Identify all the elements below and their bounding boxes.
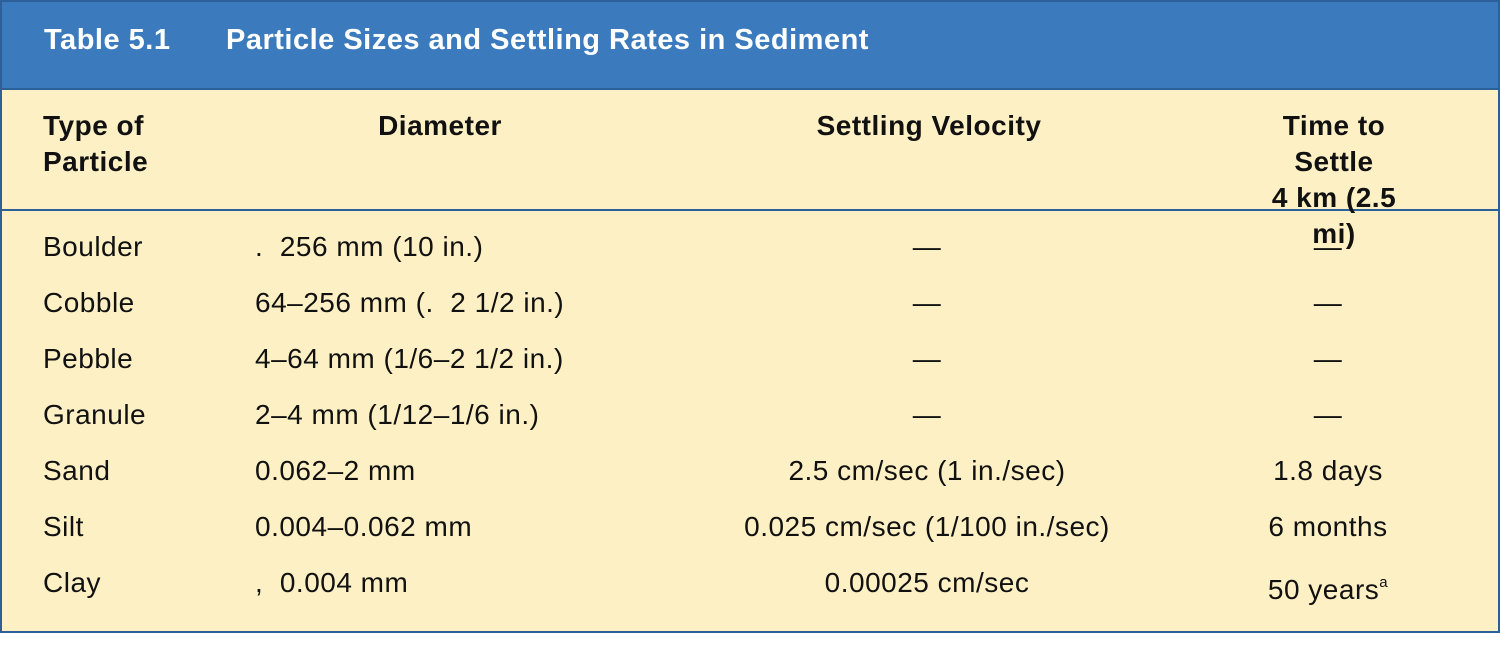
table-cell: — — [1313, 343, 1343, 374]
title-bar: Table 5.1 Particle Sizes and Settling Ra… — [2, 2, 1498, 90]
header-rule — [2, 209, 1498, 211]
table-cell: 0.062–2 mm — [255, 455, 416, 486]
table-cell: 0.025 cm/sec (1/100 in./sec) — [744, 511, 1110, 542]
table-cell: 50 yearsa — [1268, 565, 1388, 608]
table-cell: — — [1313, 287, 1343, 318]
table-label: Table 5.1 — [44, 24, 171, 56]
table-cell: 4–64 mm (1/6–2 1/2 in.) — [255, 343, 564, 374]
table-cell: — — [912, 287, 942, 318]
column-header: Time to Settle 4 km (2.5 mi) — [1271, 110, 1397, 249]
table-cell: — — [912, 231, 942, 262]
table-cell: — — [1313, 399, 1343, 430]
table-cell: 0.004–0.062 mm — [255, 511, 473, 542]
table-cell: 2–4 mm (1/12–1/6 in.) — [255, 399, 540, 430]
table-cell: Boulder — [43, 231, 144, 262]
table-cell: — — [1313, 231, 1343, 262]
footnote-marker: a — [1379, 574, 1389, 591]
column-header: Settling Velocity — [816, 110, 1042, 141]
table-cell: 64–256 mm (. 2 1/2 in.) — [255, 287, 565, 318]
table-cell: , 0.004 mm — [255, 567, 409, 598]
table-cell: 2.5 cm/sec (1 in./sec) — [788, 455, 1066, 486]
table-cell: . 256 mm (10 in.) — [255, 231, 484, 262]
table-cell: Cobble — [43, 287, 135, 318]
table-cell: Granule — [43, 399, 147, 430]
table-cell: Pebble — [43, 343, 134, 374]
table-cell: 0.00025 cm/sec — [824, 567, 1030, 598]
table-cell: 6 months — [1268, 511, 1388, 542]
table-cell: Clay — [43, 567, 102, 598]
table-cell: Silt — [43, 511, 84, 542]
cell-text: 50 years — [1267, 574, 1380, 605]
table-cell: 1.8 days — [1273, 455, 1383, 486]
table-title: Particle Sizes and Settling Rates in Sed… — [226, 24, 869, 56]
column-header: Diameter — [378, 110, 502, 141]
table-cell: Sand — [43, 455, 111, 486]
table-cell: — — [912, 399, 942, 430]
table-cell: — — [912, 343, 942, 374]
column-header: Type of Particle — [43, 110, 149, 177]
